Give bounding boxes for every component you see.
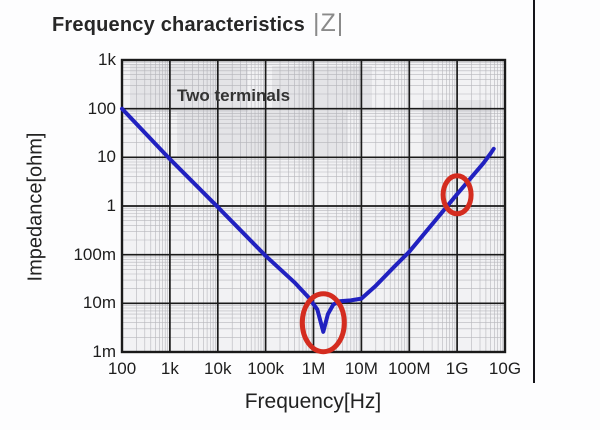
scan-artifact <box>130 64 248 112</box>
resonance-highlight-circle <box>299 291 347 355</box>
x-tick-label: 100 <box>107 359 137 378</box>
ghz-highlight-circle <box>440 173 474 217</box>
y-tick-label: 1k <box>98 50 116 69</box>
x-tick-label: 100k <box>247 359 285 378</box>
x-tick-label: 10M <box>344 359 378 378</box>
x-tick-label: 1k <box>160 359 179 378</box>
y-tick-label: 10m <box>82 293 116 313</box>
y-tick-label: 100m <box>73 244 116 264</box>
annotation-two-terminals: Two terminals <box>177 86 291 105</box>
x-tick-label: 10k <box>204 359 232 378</box>
y-tick-label: 100 <box>87 98 116 118</box>
x-tick-label: 1M <box>301 359 326 378</box>
x-tick-label: 1G <box>445 359 469 378</box>
plot-border <box>120 58 507 354</box>
impedance-curve <box>120 106 496 334</box>
impedance-magnitude-symbol: |Z| <box>313 9 345 37</box>
scan-border-line <box>533 0 535 383</box>
y-tick-label: 1 <box>106 196 116 215</box>
page-title: Frequency characteristics <box>52 14 305 36</box>
x-tick-label: 100M <box>387 359 431 378</box>
x-tick-label: 10G <box>488 359 522 378</box>
x-axis-title: Frequency[Hz] <box>244 390 382 413</box>
y-tick-label: 1m <box>92 342 116 361</box>
y-tick-label: 10 <box>97 147 116 167</box>
